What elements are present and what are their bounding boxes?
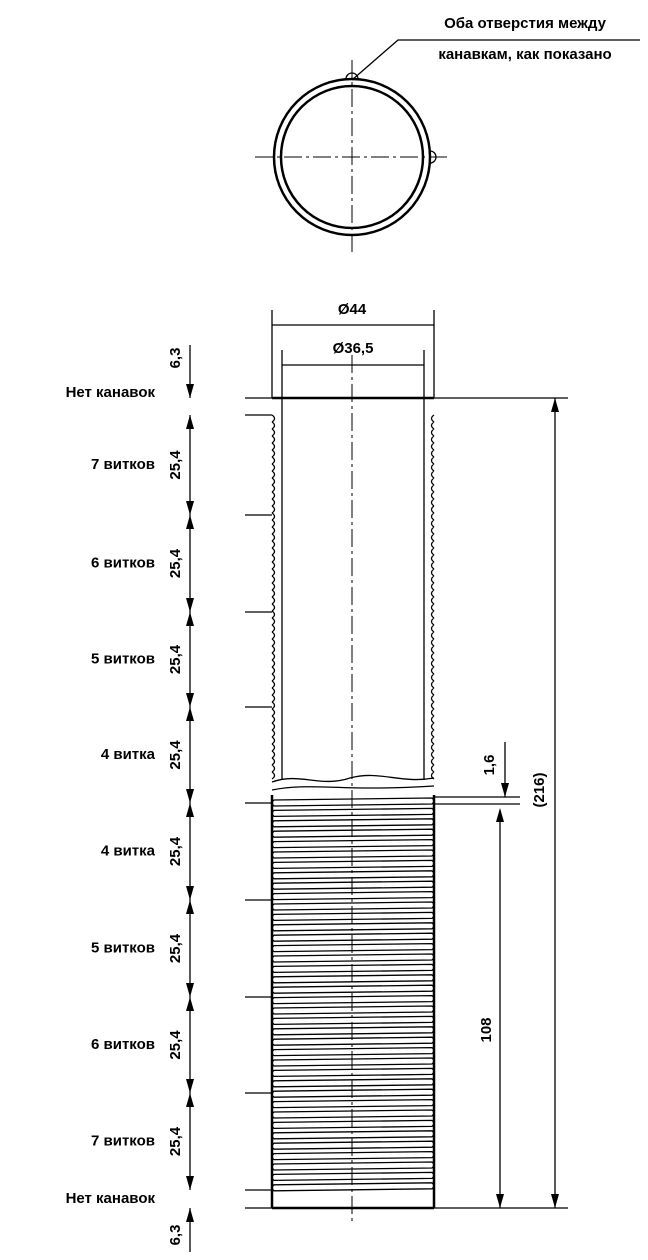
thread: [271, 1150, 435, 1161]
section-label: 5 витков: [91, 939, 155, 956]
thread: [271, 818, 435, 828]
thread: [271, 859, 435, 870]
annotation: канавкам, как показано: [438, 46, 611, 63]
section-label: 6 витков: [91, 554, 155, 571]
arrow: [186, 501, 194, 515]
dimension-text: 25,4: [167, 548, 184, 578]
arrow: [186, 1176, 194, 1190]
annotation: Оба отверстия между: [444, 15, 607, 32]
thread: [271, 1161, 435, 1171]
section-label: 4 витка: [101, 746, 156, 763]
thread: [271, 1015, 435, 1026]
thread: [271, 974, 435, 984]
thread: [271, 797, 435, 807]
thread: [271, 880, 435, 890]
arrow: [186, 789, 194, 803]
dimension-text: 25,4: [167, 644, 184, 674]
section-label: 5 витков: [91, 650, 155, 667]
dimension-text: (216): [531, 772, 548, 807]
arrow: [186, 983, 194, 997]
thread: [271, 963, 435, 974]
thread: [271, 1088, 435, 1098]
break-line: [271, 785, 435, 791]
section-label: 7 витков: [91, 1132, 155, 1149]
arrow: [186, 997, 194, 1011]
dimension-text: 1,6: [481, 755, 498, 776]
thread: [271, 838, 435, 849]
thread: [271, 828, 435, 838]
arrow: [186, 598, 194, 612]
thread: [271, 1067, 435, 1078]
thread: [271, 901, 435, 911]
hole: [345, 72, 359, 80]
dimension-text: 25,4: [167, 740, 184, 770]
hole: [429, 150, 437, 164]
thread: [271, 1119, 435, 1130]
section-label: 7 витков: [91, 456, 155, 473]
thread: [271, 1109, 435, 1119]
section-label: Нет канавок: [66, 1190, 156, 1207]
section-label: 6 витков: [91, 1036, 155, 1053]
dimension-text: Ø44: [338, 301, 367, 318]
section-label: 4 витка: [101, 842, 156, 859]
arrow: [186, 900, 194, 914]
dimension-text: 25,4: [167, 1126, 184, 1156]
arrow: [186, 1079, 194, 1093]
leader: [351, 39, 640, 81]
dimension-text: Ø36,5: [333, 340, 374, 357]
thread: [271, 1098, 435, 1109]
groove: [271, 414, 435, 780]
thread: [271, 807, 435, 818]
thread: [271, 1026, 435, 1036]
thread: [271, 953, 435, 963]
dimension-text: 6,3: [167, 1225, 184, 1246]
dimension-text: 25,4: [167, 450, 184, 480]
thread: [271, 922, 435, 932]
thread: [271, 1140, 435, 1150]
thread: [271, 911, 435, 922]
arrow: [186, 515, 194, 529]
arrow: [186, 1093, 194, 1107]
arrow: [186, 886, 194, 900]
arrow: [186, 803, 194, 817]
dimension-text: 25,4: [167, 836, 184, 866]
thread: [271, 1130, 435, 1140]
thread: [271, 932, 435, 942]
arrow: [186, 707, 194, 721]
thread: [271, 1078, 435, 1088]
dimension-text: 6,3: [167, 348, 184, 369]
section-label: Нет канавок: [66, 384, 156, 401]
thread: [271, 984, 435, 994]
arrow: [186, 415, 194, 429]
thread: [271, 1171, 435, 1182]
thread: [271, 1057, 435, 1067]
arrow: [186, 612, 194, 626]
thread: [271, 1182, 435, 1192]
thread: [271, 849, 435, 859]
dimension-text: 25,4: [167, 1030, 184, 1060]
thread: [271, 1036, 435, 1046]
thread: [271, 1005, 435, 1015]
thread: [271, 994, 435, 1005]
thread: [271, 1046, 435, 1057]
break-line: [271, 774, 435, 783]
thread: [271, 870, 435, 880]
thread: [271, 942, 435, 953]
thread: [271, 890, 435, 901]
arrow: [186, 693, 194, 707]
dimension-text: 25,4: [167, 933, 184, 963]
dimension-text: 108: [478, 1017, 495, 1042]
